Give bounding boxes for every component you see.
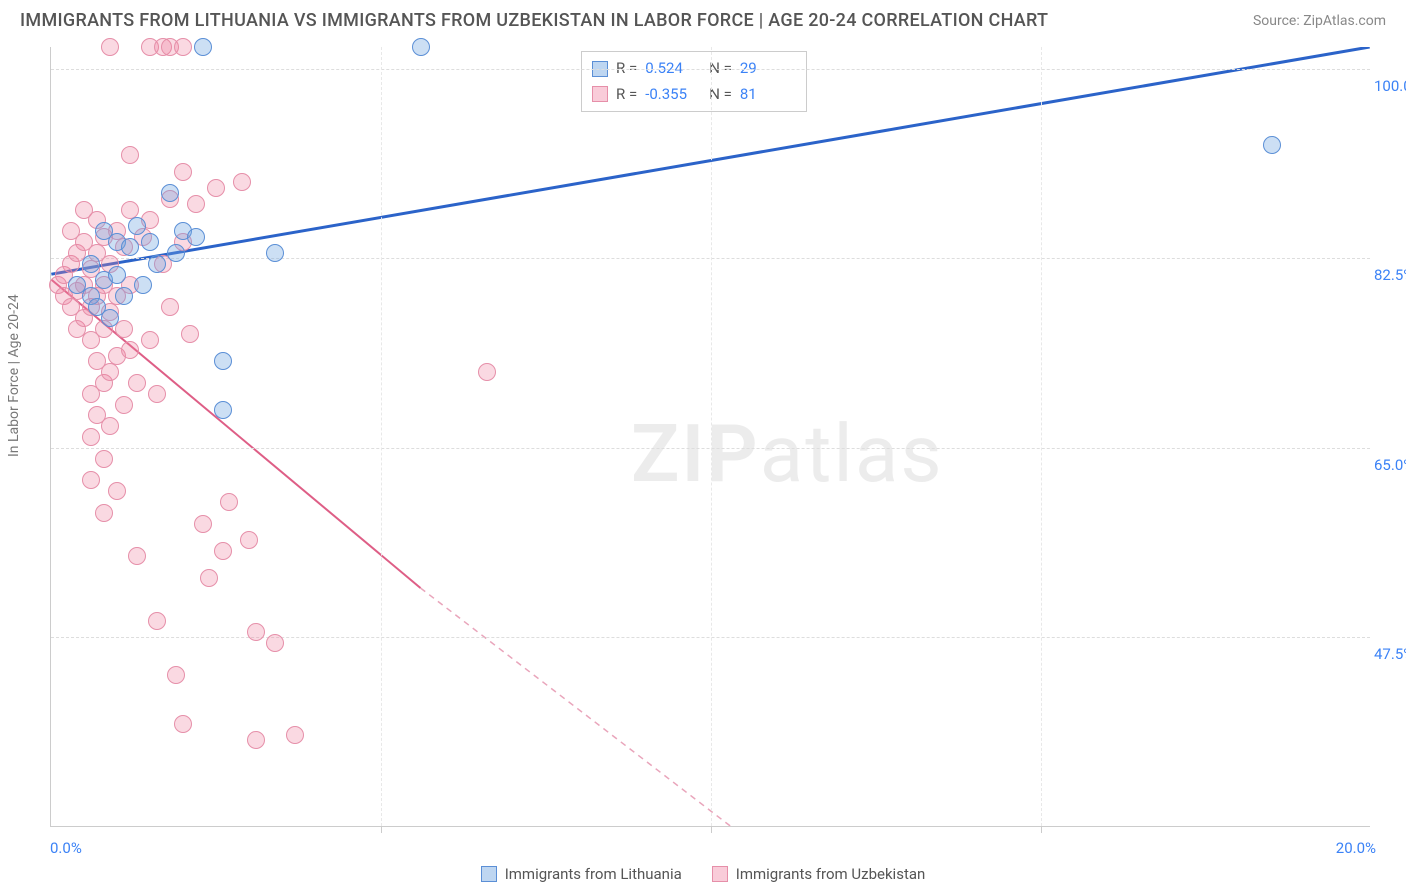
data-point-lithuania xyxy=(187,228,205,246)
y-tick-label: 47.5% xyxy=(1374,645,1406,663)
r-value: -0.355 xyxy=(645,82,701,108)
data-point-lithuania xyxy=(167,244,185,262)
data-point-lithuania xyxy=(412,38,430,56)
data-point-uzbekistan xyxy=(220,493,238,511)
watermark-zip: ZIP xyxy=(631,407,760,501)
legend-label: Immigrants from Lithuania xyxy=(505,865,682,883)
data-point-uzbekistan xyxy=(95,450,113,468)
data-point-lithuania xyxy=(121,238,139,256)
data-point-uzbekistan xyxy=(161,298,179,316)
data-point-lithuania xyxy=(161,184,179,202)
data-point-uzbekistan xyxy=(174,715,192,733)
y-tick-label: 100.0% xyxy=(1374,77,1406,95)
r-label: R = xyxy=(616,82,637,108)
data-point-uzbekistan xyxy=(247,731,265,749)
data-point-lithuania xyxy=(134,276,152,294)
chart-source: Source: ZipAtlas.com xyxy=(1253,13,1386,29)
legend-bottom: Immigrants from Lithuania Immigrants fro… xyxy=(0,865,1406,883)
data-point-uzbekistan xyxy=(286,726,304,744)
swatch-uzbekistan-icon xyxy=(592,86,608,102)
data-point-uzbekistan xyxy=(141,331,159,349)
data-point-lithuania xyxy=(128,217,146,235)
x-tick-mark xyxy=(711,826,712,833)
legend-item-uzbekistan: Immigrants from Uzbekistan xyxy=(712,865,926,883)
data-point-uzbekistan xyxy=(101,417,119,435)
data-point-uzbekistan xyxy=(82,471,100,489)
legend-label: Immigrants from Uzbekistan xyxy=(736,865,926,883)
data-point-uzbekistan xyxy=(233,173,251,191)
y-axis-label: In Labor Force | Age 20-24 xyxy=(6,294,22,457)
data-point-lithuania xyxy=(1263,136,1281,154)
data-point-uzbekistan xyxy=(174,163,192,181)
x-tick-mark xyxy=(1041,826,1042,833)
data-point-uzbekistan xyxy=(121,146,139,164)
y-tick-label: 82.5% xyxy=(1374,266,1406,284)
watermark-atlas: atlas xyxy=(760,407,944,501)
legend-item-lithuania: Immigrants from Lithuania xyxy=(481,865,682,883)
data-point-uzbekistan xyxy=(240,531,258,549)
data-point-uzbekistan xyxy=(174,38,192,56)
data-point-lithuania xyxy=(115,287,133,305)
data-point-uzbekistan xyxy=(148,385,166,403)
data-point-uzbekistan xyxy=(101,363,119,381)
chart-area: In Labor Force | Age 20-24 ZIPatlas R = … xyxy=(0,37,1406,887)
data-point-uzbekistan xyxy=(200,569,218,587)
gridline-v xyxy=(711,47,712,826)
swatch-lithuania-icon xyxy=(481,866,497,882)
data-point-uzbekistan xyxy=(128,374,146,392)
swatch-uzbekistan-icon xyxy=(712,866,728,882)
data-point-lithuania xyxy=(194,38,212,56)
gridline-v xyxy=(381,47,382,826)
data-point-uzbekistan xyxy=(101,38,119,56)
data-point-uzbekistan xyxy=(167,666,185,684)
x-tick-max: 20.0% xyxy=(1336,839,1376,857)
data-point-lithuania xyxy=(214,401,232,419)
data-point-uzbekistan xyxy=(82,428,100,446)
data-point-lithuania xyxy=(148,255,166,273)
data-point-lithuania xyxy=(82,255,100,273)
data-point-uzbekistan xyxy=(194,515,212,533)
chart-header: IMMIGRANTS FROM LITHUANIA VS IMMIGRANTS … xyxy=(0,0,1406,37)
data-point-uzbekistan xyxy=(148,612,166,630)
data-point-lithuania xyxy=(141,233,159,251)
data-point-uzbekistan xyxy=(478,363,496,381)
data-point-lithuania xyxy=(101,309,119,327)
x-tick-min: 0.0% xyxy=(50,839,82,857)
data-point-uzbekistan xyxy=(181,325,199,343)
x-tick-mark xyxy=(381,826,382,833)
gridline-v xyxy=(1041,47,1042,826)
stats-row-uzbekistan: R = -0.355 N = 81 xyxy=(592,82,796,108)
data-point-uzbekistan xyxy=(121,341,139,359)
n-value: 81 xyxy=(740,82,796,108)
data-point-uzbekistan xyxy=(247,623,265,641)
watermark: ZIPatlas xyxy=(631,407,944,501)
data-point-uzbekistan xyxy=(214,542,232,560)
chart-title: IMMIGRANTS FROM LITHUANIA VS IMMIGRANTS … xyxy=(20,10,1048,31)
data-point-lithuania xyxy=(108,266,126,284)
stats-legend-box: R = 0.524 N = 29 R = -0.355 N = 81 xyxy=(581,51,807,112)
y-tick-label: 65.0% xyxy=(1374,456,1406,474)
data-point-uzbekistan xyxy=(95,504,113,522)
n-label: N = xyxy=(709,82,732,108)
data-point-uzbekistan xyxy=(128,547,146,565)
data-point-uzbekistan xyxy=(266,634,284,652)
data-point-lithuania xyxy=(266,244,284,262)
data-point-uzbekistan xyxy=(187,195,205,213)
plot-region: ZIPatlas R = 0.524 N = 29 R = -0.355 N =… xyxy=(50,47,1370,827)
data-point-lithuania xyxy=(214,352,232,370)
data-point-uzbekistan xyxy=(207,179,225,197)
data-point-uzbekistan xyxy=(108,482,126,500)
data-point-uzbekistan xyxy=(115,396,133,414)
